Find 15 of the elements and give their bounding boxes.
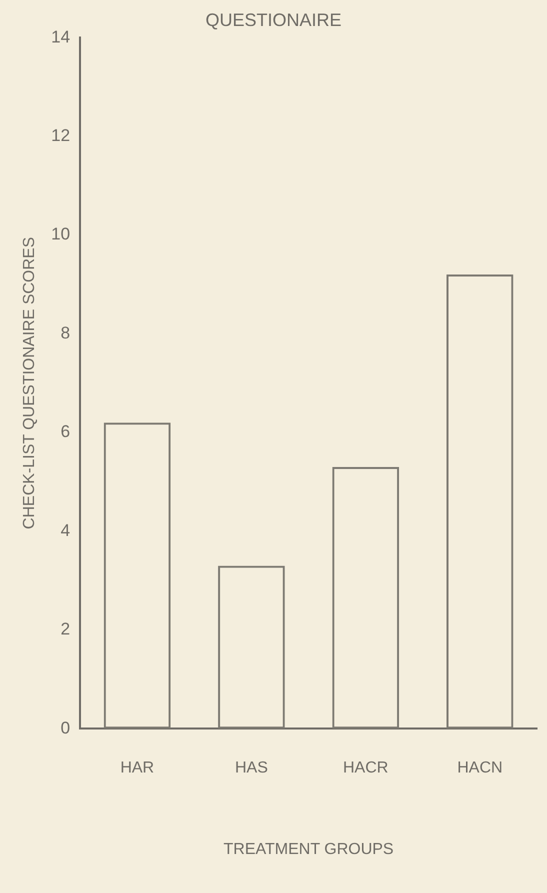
x-tick-label: HAS [234, 760, 268, 777]
y-tick-label: 12 [51, 126, 70, 145]
x-tick-label: HACN [457, 760, 503, 777]
y-tick-label: 8 [60, 323, 70, 342]
y-tick-label: 6 [60, 422, 70, 442]
y-tick-label: 4 [60, 520, 70, 540]
x-tick-label: HAR [120, 760, 154, 777]
y-tick-label: 0 [60, 718, 70, 738]
y-tick-label: 2 [60, 620, 70, 639]
x-axis-title: TREATMENT GROUPS [224, 840, 394, 858]
x-tick-label: HACR [342, 760, 388, 777]
chart-title: QUESTIONAIRE [205, 10, 342, 30]
y-tick-label: 10 [51, 224, 70, 244]
y-tick-label: 14 [51, 27, 70, 46]
y-axis-title: CHECK-LIST QUESTIONAIRE SCORES [21, 237, 38, 530]
